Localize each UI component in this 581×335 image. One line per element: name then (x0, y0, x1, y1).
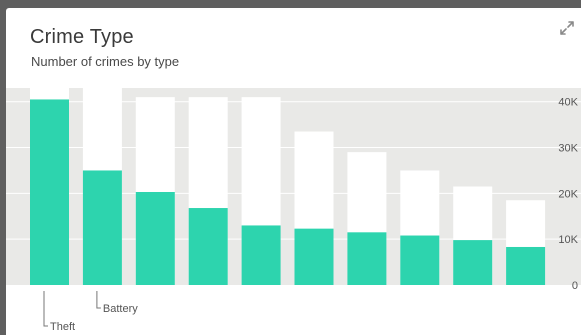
bar-4 (188, 208, 228, 285)
chart-subtitle: Number of crimes by type (31, 54, 180, 69)
category-label-2: Battery (103, 303, 138, 315)
category-label-1: Theft (50, 321, 75, 333)
chart-title: Crime Type (30, 26, 134, 48)
bar-3 (135, 191, 175, 285)
y-tick-label-3: 30K (558, 143, 578, 155)
bar-5 (241, 225, 281, 285)
bar-chart: 0 10K 20K 30K 40K Theft Battery (6, 88, 581, 333)
bar-2 (82, 170, 122, 285)
bar-9 (453, 240, 493, 285)
bar-8 (400, 235, 440, 285)
bar-6 (294, 228, 334, 285)
bar-1 (30, 99, 69, 285)
y-tick-label-0: 0 (572, 280, 578, 292)
expand-arrows-icon[interactable] (559, 20, 575, 36)
bar-10 (506, 246, 546, 285)
y-tick-label-4: 40K (558, 97, 578, 109)
bar-7 (347, 232, 387, 285)
y-tick-label-2: 20K (558, 188, 578, 200)
category-leader-1 (43, 291, 48, 327)
chart-card: Crime Type Number of crimes by type 0 10K… (6, 8, 581, 335)
category-leader-2 (96, 291, 101, 309)
y-tick-label-1: 10K (558, 234, 578, 246)
